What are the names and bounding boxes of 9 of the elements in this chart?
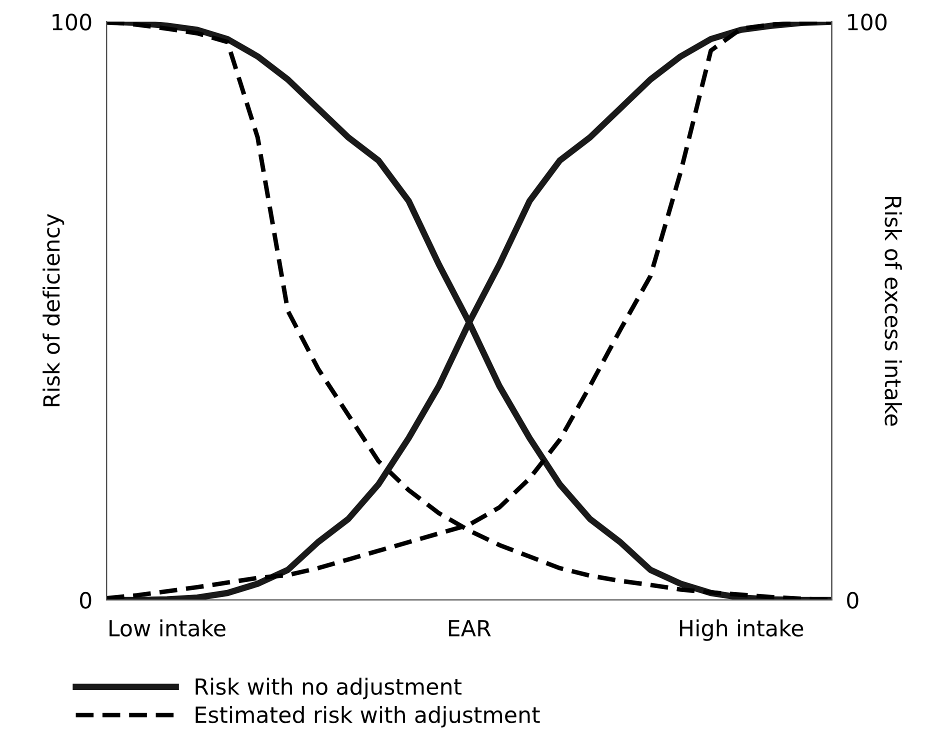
y2-tick-label: 100 xyxy=(848,14,887,30)
y2-axis-title: Risk of excess intake xyxy=(884,196,902,426)
y-axis-title: Risk of deficiency xyxy=(42,214,64,406)
legend-label: Risk with no adjustment xyxy=(196,678,462,700)
y2-tick-label: 0 xyxy=(847,592,858,609)
legend-label: Estimated risk with adjustment xyxy=(196,706,540,728)
x-tick-label: EAR xyxy=(448,620,491,636)
x-tick-label: High intake xyxy=(680,619,804,641)
x-tick-label: Low intake xyxy=(110,619,226,637)
